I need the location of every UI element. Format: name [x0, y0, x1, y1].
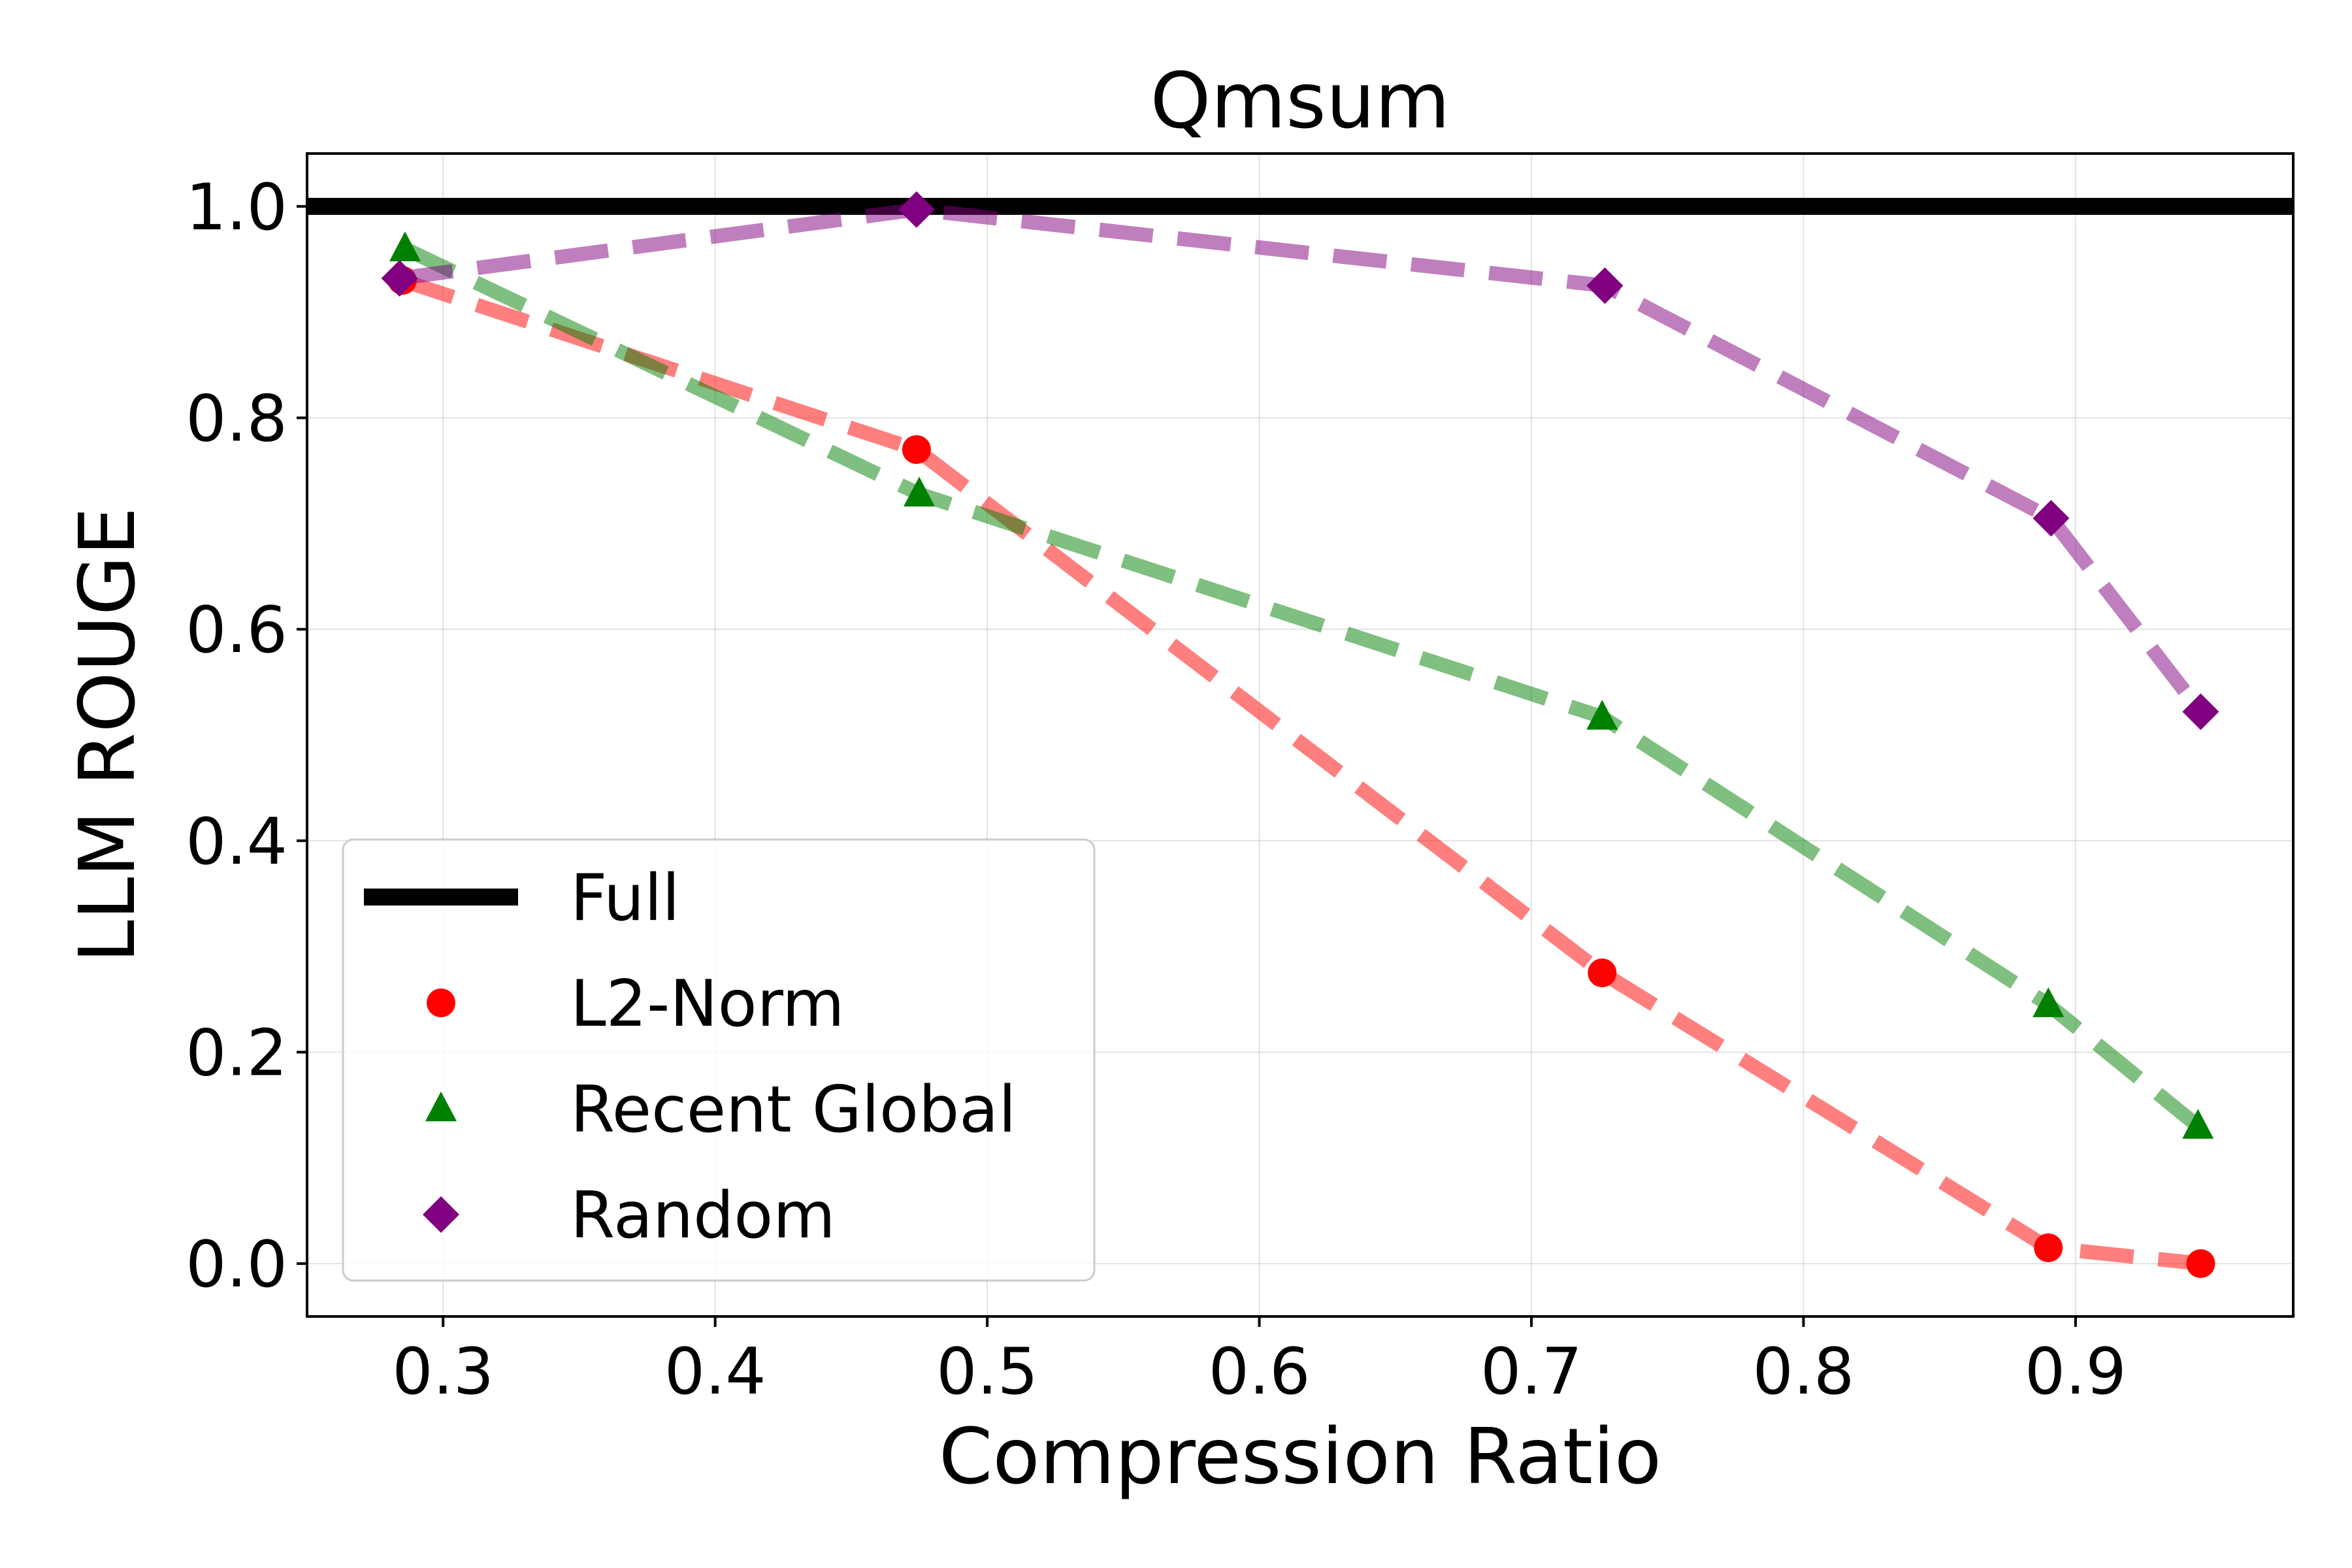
y-tick-label: 0.4	[186, 805, 287, 879]
legend-label: L2-Norm	[570, 967, 845, 1041]
data-point-l2-norm	[2034, 1233, 2063, 1262]
legend-marker-random	[423, 1196, 459, 1233]
x-axis-title: Compression Ratio	[939, 1411, 1661, 1501]
plot-area	[307, 191, 2293, 1279]
legend-frame	[342, 838, 1096, 1282]
series-l2-norm	[387, 266, 2215, 1279]
data-point-random	[1586, 267, 1624, 304]
data-point-random	[2182, 693, 2219, 730]
series-recent-global	[389, 231, 2214, 1139]
legend-label: Recent Global	[570, 1073, 1016, 1147]
data-point-l2-norm	[902, 435, 931, 465]
y-tick-label: 0.8	[186, 382, 287, 457]
legend-marker-l2-norm	[427, 988, 455, 1017]
series-random	[381, 191, 2219, 730]
series-line-l2-norm	[400, 273, 2202, 1271]
data-point-recent-global	[2182, 1109, 2214, 1139]
data-point-random	[2033, 500, 2070, 537]
x-tick-label: 0.8	[1752, 1335, 1854, 1409]
y-tick-label: 0.2	[186, 1016, 287, 1090]
x-tick-label: 0.6	[1209, 1335, 1311, 1409]
data-point-l2-norm	[1588, 958, 1617, 988]
y-tick-label: 1.0	[186, 171, 287, 245]
x-axis: 0.3 0.4 0.5 0.6 0.7 0.8 0.9	[392, 1316, 2127, 1409]
legend-marker-recent-global	[425, 1091, 457, 1122]
x-tick-label: 0.9	[2025, 1335, 2127, 1409]
chart-title: Qmsum	[1150, 56, 1450, 146]
data-point-recent-global	[389, 231, 421, 261]
data-point-recent-global	[903, 476, 935, 507]
legend-label: Full	[570, 861, 680, 936]
x-tick-label: 0.4	[664, 1335, 766, 1409]
data-point-random	[898, 191, 935, 228]
y-axis: 0.0 0.2 0.4 0.6 0.8 1.0	[186, 171, 307, 1302]
legend: Full L2-Norm Recent Global Random	[342, 838, 1096, 1282]
y-tick-label: 0.0	[186, 1228, 287, 1302]
x-tick-label: 0.5	[936, 1335, 1038, 1409]
data-point-recent-global	[2033, 987, 2065, 1017]
data-point-recent-global	[1586, 700, 1618, 730]
axes-frame	[306, 152, 2295, 1318]
x-tick-label: 0.3	[392, 1335, 494, 1409]
data-point-l2-norm	[2186, 1249, 2215, 1279]
data-point-random	[381, 259, 418, 297]
legend-label: Random	[570, 1179, 836, 1253]
y-tick-label: 0.6	[186, 593, 287, 668]
x-tick-label: 0.7	[1480, 1335, 1582, 1409]
y-axis-title: LLM ROUGE	[62, 507, 152, 963]
